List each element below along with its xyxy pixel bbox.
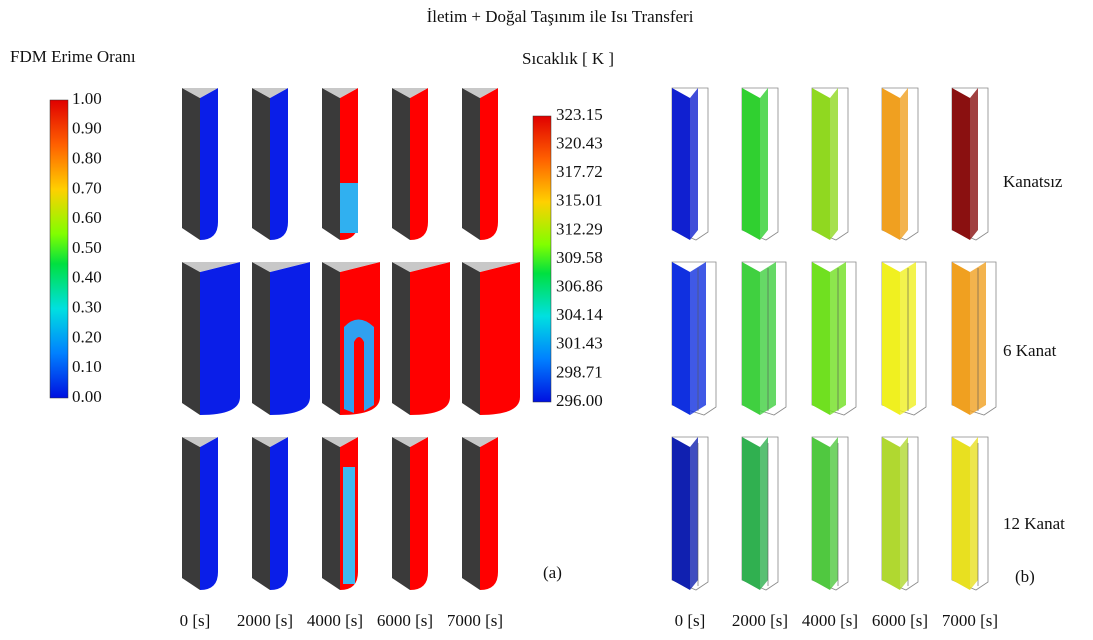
shape-face bbox=[690, 88, 698, 240]
shape-face bbox=[742, 88, 760, 240]
shape-face bbox=[270, 437, 288, 590]
shape-face bbox=[480, 437, 498, 590]
shape-face bbox=[270, 262, 310, 415]
shape-face bbox=[200, 262, 240, 415]
panel-label: (a) bbox=[543, 563, 562, 582]
shape-face bbox=[760, 88, 768, 240]
row-label: 6 Kanat bbox=[1003, 341, 1057, 360]
shape-face bbox=[882, 88, 900, 240]
colorbar-label: 0.00 bbox=[72, 387, 102, 406]
time-label: 6000 [s] bbox=[872, 611, 928, 630]
shape-face bbox=[830, 88, 838, 240]
shape-face bbox=[742, 262, 760, 415]
shape-face bbox=[672, 437, 690, 590]
time-label: 7000 [s] bbox=[447, 611, 503, 630]
figure: İletim + Doğal Taşınım ile Isı Transferi… bbox=[0, 0, 1093, 640]
colorbar-title: Sıcaklık [ K ] bbox=[522, 49, 614, 68]
colorbar-label: 309.58 bbox=[556, 248, 603, 267]
shape-face bbox=[900, 437, 908, 590]
shape-face bbox=[742, 437, 760, 590]
figure-title: İletim + Doğal Taşınım ile Isı Transferi bbox=[427, 7, 694, 26]
time-label: 6000 [s] bbox=[377, 611, 433, 630]
time-label: 2000 [s] bbox=[237, 611, 293, 630]
shape-side bbox=[182, 88, 200, 240]
shape-face bbox=[952, 262, 970, 415]
shape-face bbox=[270, 88, 288, 240]
colorbar-label: 1.00 bbox=[72, 89, 102, 108]
shape-face bbox=[812, 437, 830, 590]
shape-side bbox=[392, 262, 410, 415]
colorbar bbox=[50, 100, 68, 398]
shape-side bbox=[392, 88, 410, 240]
shape-face bbox=[812, 88, 830, 240]
shape-face bbox=[882, 262, 900, 415]
time-label: 4000 [s] bbox=[802, 611, 858, 630]
shape-side bbox=[252, 262, 270, 415]
colorbar-label: 0.10 bbox=[72, 357, 102, 376]
panel-label: (b) bbox=[1015, 567, 1035, 586]
shape-face bbox=[672, 262, 690, 415]
colorbar-label: 320.43 bbox=[556, 134, 603, 153]
colorbar-label: 298.71 bbox=[556, 362, 603, 381]
colorbar-label: 0.40 bbox=[72, 268, 102, 287]
shape-face bbox=[952, 88, 970, 240]
shape-side bbox=[322, 437, 340, 590]
shape-side bbox=[462, 437, 480, 590]
shape-side bbox=[322, 88, 340, 240]
row-label: 12 Kanat bbox=[1003, 514, 1065, 533]
colorbar-label: 0.20 bbox=[72, 327, 102, 346]
shape-face bbox=[970, 88, 978, 240]
shape-side bbox=[182, 262, 200, 415]
shape-face bbox=[900, 88, 908, 240]
shape-side bbox=[182, 437, 200, 590]
shape-face bbox=[480, 262, 520, 415]
shape-face bbox=[410, 88, 428, 240]
colorbar-title: FDM Erime Oranı bbox=[10, 47, 136, 66]
colorbar-label: 0.60 bbox=[72, 208, 102, 227]
shape-side bbox=[462, 88, 480, 240]
colorbar-label: 323.15 bbox=[556, 105, 603, 124]
shape-side bbox=[322, 262, 340, 415]
time-label: 7000 [s] bbox=[942, 611, 998, 630]
shape-side bbox=[392, 437, 410, 590]
colorbar-label: 304.14 bbox=[556, 305, 603, 324]
colorbar-label: 317.72 bbox=[556, 162, 603, 181]
shape-face bbox=[812, 262, 830, 415]
shape-face bbox=[672, 88, 690, 240]
colorbar-label: 301.43 bbox=[556, 334, 603, 353]
time-label: 0 [s] bbox=[675, 611, 706, 630]
colorbar-label: 0.70 bbox=[72, 178, 102, 197]
shape-face bbox=[410, 437, 428, 590]
shape-side bbox=[252, 88, 270, 240]
shape-face bbox=[830, 437, 838, 590]
shape-face bbox=[760, 437, 768, 590]
shape-face bbox=[970, 437, 978, 590]
shape-face bbox=[690, 437, 698, 590]
colorbar-label: 306.86 bbox=[556, 277, 603, 296]
colorbar-label: 0.50 bbox=[72, 238, 102, 257]
shape-face bbox=[882, 437, 900, 590]
shape-face bbox=[952, 437, 970, 590]
shape-side bbox=[252, 437, 270, 590]
shape-region bbox=[340, 183, 358, 233]
shape-face bbox=[410, 262, 450, 415]
colorbar-label: 315.01 bbox=[556, 191, 603, 210]
shape-face bbox=[480, 88, 498, 240]
shape-side bbox=[462, 262, 480, 415]
shape-face bbox=[200, 437, 218, 590]
colorbar-label: 296.00 bbox=[556, 391, 603, 410]
shape-face bbox=[200, 88, 218, 240]
colorbar bbox=[533, 116, 551, 402]
row-label: Kanatsız bbox=[1003, 172, 1063, 191]
colorbar-label: 0.80 bbox=[72, 149, 102, 168]
time-label: 4000 [s] bbox=[307, 611, 363, 630]
time-label: 2000 [s] bbox=[732, 611, 788, 630]
colorbar-label: 0.90 bbox=[72, 119, 102, 138]
colorbar-label: 312.29 bbox=[556, 219, 603, 238]
time-label: 0 [s] bbox=[180, 611, 211, 630]
colorbar-label: 0.30 bbox=[72, 298, 102, 317]
shape-region bbox=[343, 467, 355, 584]
